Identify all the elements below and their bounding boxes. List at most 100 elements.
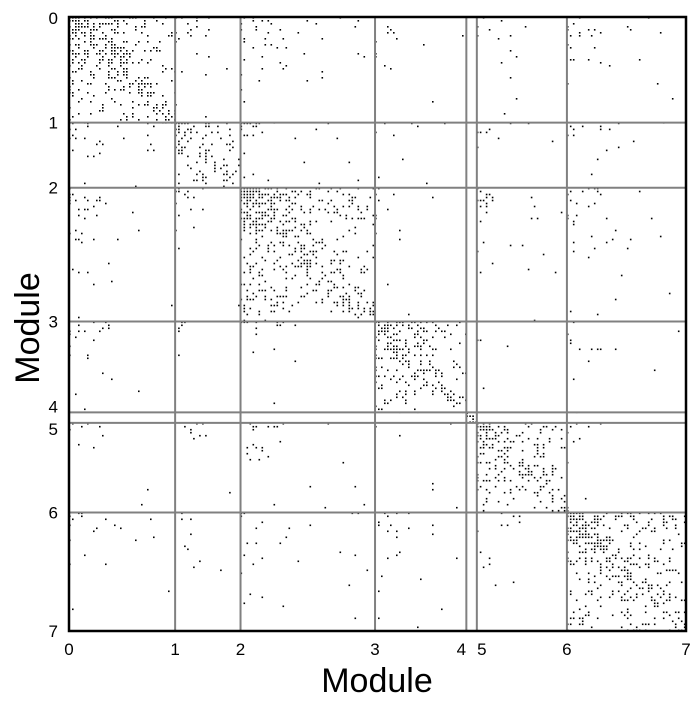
matrix-dot	[345, 214, 348, 217]
matrix-dot	[267, 247, 270, 250]
matrix-dot	[396, 354, 398, 357]
matrix-dot	[258, 313, 261, 316]
matrix-dot	[199, 560, 201, 563]
matrix-dot	[184, 134, 186, 137]
matrix-dot	[366, 569, 369, 572]
matrix-dot	[605, 539, 608, 542]
matrix-dot	[450, 348, 452, 351]
block-2-2	[240, 187, 375, 322]
matrix-dot	[539, 428, 542, 431]
matrix-dot	[246, 202, 249, 205]
matrix-dot	[539, 455, 542, 458]
matrix-dot	[590, 548, 593, 551]
matrix-dot	[479, 271, 482, 274]
matrix-dot	[309, 250, 312, 253]
matrix-dot	[129, 92, 131, 94]
matrix-dot	[102, 50, 104, 52]
matrix-dot	[581, 125, 584, 128]
matrix-dot	[114, 77, 116, 79]
matrix-dot	[285, 214, 288, 217]
matrix-dot	[255, 229, 258, 232]
matrix-dot	[485, 205, 488, 208]
matrix-dot	[243, 554, 246, 557]
matrix-dot	[243, 176, 246, 179]
matrix-dot	[267, 455, 270, 458]
matrix-dot	[650, 530, 653, 533]
matrix-dot	[309, 211, 312, 214]
matrix-dot	[273, 214, 276, 217]
matrix-dot	[309, 220, 312, 223]
matrix-dot	[294, 247, 297, 250]
matrix-dot	[357, 286, 360, 289]
matrix-dot	[120, 59, 122, 61]
matrix-dot	[315, 301, 318, 304]
matrix-dot	[196, 173, 198, 176]
matrix-dot	[420, 387, 422, 390]
matrix-dot	[608, 65, 611, 67]
matrix-dot	[187, 196, 189, 199]
block-5-5	[476, 422, 569, 512]
matrix-dot	[479, 461, 482, 464]
matrix-dot	[87, 56, 89, 58]
matrix-dot	[378, 324, 380, 327]
matrix-dot	[408, 366, 410, 369]
matrix-dot	[429, 360, 431, 363]
block-0-0	[69, 17, 176, 124]
matrix-dot	[300, 190, 303, 193]
matrix-dot	[420, 360, 422, 363]
matrix-dot	[626, 569, 629, 572]
matrix-dot	[435, 372, 437, 375]
matrix-dot	[479, 425, 482, 428]
matrix-dot	[102, 372, 104, 375]
matrix-dot	[414, 375, 416, 378]
matrix-dot	[205, 125, 207, 128]
matrix-dot	[569, 593, 572, 596]
matrix-dot	[650, 217, 653, 220]
matrix-dot	[485, 497, 488, 500]
matrix-dot	[249, 593, 252, 596]
matrix-dot	[393, 351, 395, 354]
matrix-dot	[243, 101, 246, 103]
matrix-dot	[659, 548, 662, 551]
matrix-dot	[144, 20, 146, 22]
matrix-dot	[363, 265, 366, 268]
matrix-dot	[668, 599, 671, 602]
matrix-dot	[321, 271, 324, 274]
matrix-dot	[123, 86, 125, 88]
matrix-dot	[656, 584, 659, 587]
matrix-dot	[488, 491, 491, 494]
matrix-dot	[300, 205, 303, 208]
matrix-dot	[348, 295, 351, 298]
matrix-dot	[190, 137, 192, 140]
matrix-dot	[590, 536, 593, 539]
matrix-dot	[202, 179, 204, 182]
matrix-dot	[479, 199, 482, 202]
matrix-dot	[587, 524, 590, 527]
matrix-dot	[357, 256, 360, 259]
matrix-dot	[527, 470, 530, 473]
matrix-dot	[249, 223, 252, 226]
matrix-dot	[453, 393, 455, 396]
matrix-dot	[178, 131, 180, 134]
matrix-dot	[90, 101, 92, 103]
matrix-dot	[626, 575, 629, 578]
matrix-dot	[108, 89, 110, 91]
matrix-dot	[303, 211, 306, 214]
matrix-dot	[196, 20, 198, 22]
matrix-dot	[108, 327, 110, 330]
matrix-dot	[390, 378, 392, 381]
matrix-dot	[614, 554, 617, 557]
matrix-dot	[605, 560, 608, 563]
matrix-dot	[243, 193, 246, 196]
matrix-dot	[246, 134, 249, 137]
matrix-dot	[638, 530, 641, 533]
matrix-dot	[138, 86, 140, 88]
matrix-dot	[279, 199, 282, 202]
matrix-dot	[309, 485, 312, 488]
matrix-dot	[360, 217, 363, 220]
matrix-dot	[318, 241, 321, 244]
matrix-dot	[533, 319, 536, 322]
matrix-dot	[593, 518, 596, 521]
